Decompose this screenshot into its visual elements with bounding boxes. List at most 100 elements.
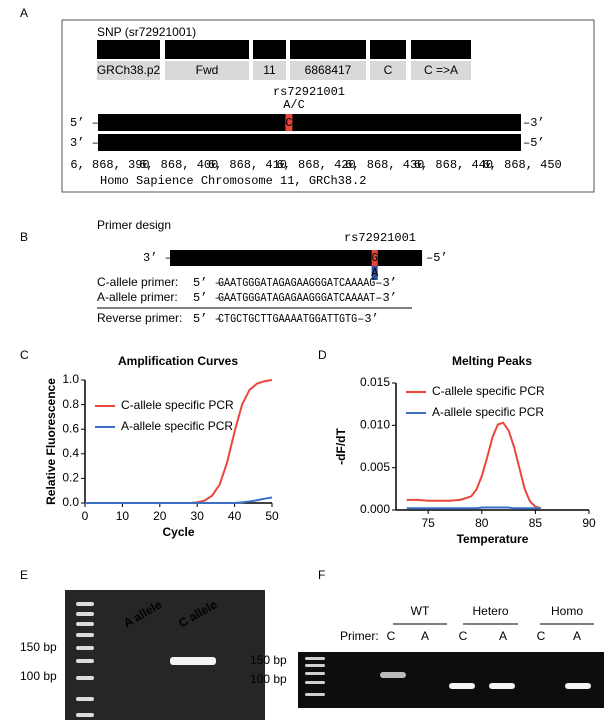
- chart-title: Melting Peaks: [452, 354, 532, 368]
- x-tick-label: 10: [116, 509, 130, 523]
- lane-label: C: [537, 629, 546, 643]
- panel-a-title: SNP (sr72921001): [97, 25, 196, 39]
- table-cell: [411, 61, 471, 80]
- y-tick-label: 0.0: [62, 495, 79, 509]
- x-tick-label: 90: [582, 516, 596, 530]
- marker-label: 150 bp: [20, 640, 57, 654]
- table-value: 11: [263, 63, 276, 77]
- y-tick-label: 0.015: [360, 375, 390, 389]
- panel-a-frame: [61, 19, 595, 193]
- legend-label: A-allele specific PCR: [432, 405, 544, 419]
- lane-label: C: [387, 629, 396, 643]
- y-tick-label: 0.000: [360, 502, 390, 516]
- strand-end: –3’: [375, 276, 397, 290]
- x-tick-label: 75: [421, 516, 435, 530]
- group-label: WT: [411, 604, 430, 618]
- ladder-band: [305, 672, 325, 675]
- sequence: GACATCC: [378, 251, 420, 265]
- group-label: Homo: [551, 604, 583, 618]
- y-tick-label: 0.8: [62, 397, 79, 411]
- y-axis-label: Relative Fluorescence: [44, 378, 58, 505]
- y-tick-label: 0.010: [360, 418, 390, 432]
- strand-end: –3’: [375, 291, 397, 305]
- table-value: Fwd: [196, 63, 219, 77]
- table-header: Chr position: [296, 42, 360, 56]
- y-tick-label: 0.005: [360, 460, 390, 474]
- table-cell: [370, 61, 406, 80]
- sequence: TTTTGATCCCTTCTCTATCCCATTCTATCAACA: [292, 116, 519, 130]
- position-label: 6, 868, 430: [345, 158, 424, 172]
- series-line: [406, 421, 542, 510]
- dna-band: [489, 683, 515, 689]
- gel-e: [65, 590, 265, 720]
- table-header: Assembly: [102, 42, 154, 56]
- lane-label: A: [421, 629, 429, 643]
- position-label: 6, 868, 390: [70, 158, 149, 172]
- x-tick-label: 80: [475, 516, 489, 530]
- panel-label: D: [318, 348, 327, 362]
- primer-name: C-allele primer:: [97, 275, 178, 289]
- sequence: GATCAGAAGAACTAGGCTCCGGATGTCGAAAACTAGGGAA…: [100, 136, 519, 150]
- table-value: C: [384, 63, 393, 77]
- sequence: CTAGTCTTCTTGATCCGAGGCCTACAG: [100, 116, 285, 130]
- primer-name: Reverse primer:: [97, 311, 182, 325]
- snp-label: rs72921001: [273, 85, 345, 99]
- series-line: [85, 496, 273, 504]
- table-value: 6868417: [305, 63, 352, 77]
- legend-label: C-allele specific PCR: [432, 384, 545, 398]
- strand-end: 5’ –: [193, 276, 222, 290]
- snp-label: rs72921001: [344, 231, 416, 245]
- snp-highlight: [285, 114, 293, 131]
- snp-highlight: [371, 250, 378, 266]
- marker-label: 150 bp: [250, 653, 287, 667]
- ladder-band: [76, 659, 94, 663]
- sequence: GAATGGGATAGAGAAGGGATCAAAAT: [218, 291, 375, 305]
- strand-end: 3’ –: [143, 251, 172, 265]
- primer-name: A-allele primer:: [97, 290, 178, 304]
- table-header-cell: [411, 40, 471, 59]
- strand-end: –3’: [357, 312, 379, 326]
- y-tick-label: 1.0: [62, 372, 79, 386]
- table-header: WT: [379, 42, 398, 56]
- x-tick-label: 0: [82, 509, 89, 523]
- legend-label: A-allele specific PCR: [121, 419, 233, 433]
- x-tick-label: 40: [228, 509, 242, 523]
- ladder-band: [305, 657, 325, 660]
- strand-end: 5’ –: [193, 291, 222, 305]
- table-header: Chr: [260, 42, 279, 56]
- gel-f: [298, 652, 604, 708]
- sequence-bar: [98, 114, 521, 131]
- table-cell: [165, 61, 249, 80]
- sequence: C: [285, 116, 292, 130]
- ladder-band: [76, 697, 94, 701]
- y-tick-label: 0.6: [62, 421, 79, 435]
- table-header-cell: [370, 40, 406, 59]
- series-line: [406, 506, 541, 510]
- sequence: ACAACTATCTTACCCTATCTCTTCCCTAGTTTT: [172, 251, 372, 265]
- table-cell: [97, 61, 160, 80]
- strand-end: –5’: [426, 251, 448, 265]
- sequence-bar: [98, 134, 521, 151]
- lane-label: A: [499, 629, 507, 643]
- panel-label: C: [20, 348, 29, 362]
- panel-label: F: [318, 568, 325, 582]
- sequence: G: [369, 276, 375, 290]
- table-header-cell: [165, 40, 249, 59]
- ladder-band: [76, 646, 94, 650]
- table-header-cell: [97, 40, 160, 59]
- sequence: CTGCTGCTTGAAAATGGATTGTG: [218, 312, 357, 326]
- x-tick-label: 30: [191, 509, 205, 523]
- sequence: G: [372, 251, 378, 265]
- x-tick-label: 50: [265, 509, 279, 523]
- y-tick-label: 0.2: [62, 471, 79, 485]
- dna-band: [380, 672, 406, 678]
- y-axis-label: -dF/dT: [334, 428, 348, 465]
- x-axis-label: Temperature: [457, 532, 529, 546]
- table-cell: [253, 61, 286, 80]
- table-header-cell: [290, 40, 366, 59]
- dna-band: [565, 683, 591, 689]
- x-tick-label: 20: [153, 509, 167, 523]
- ladder-band: [76, 622, 94, 626]
- ladder-band: [76, 602, 94, 606]
